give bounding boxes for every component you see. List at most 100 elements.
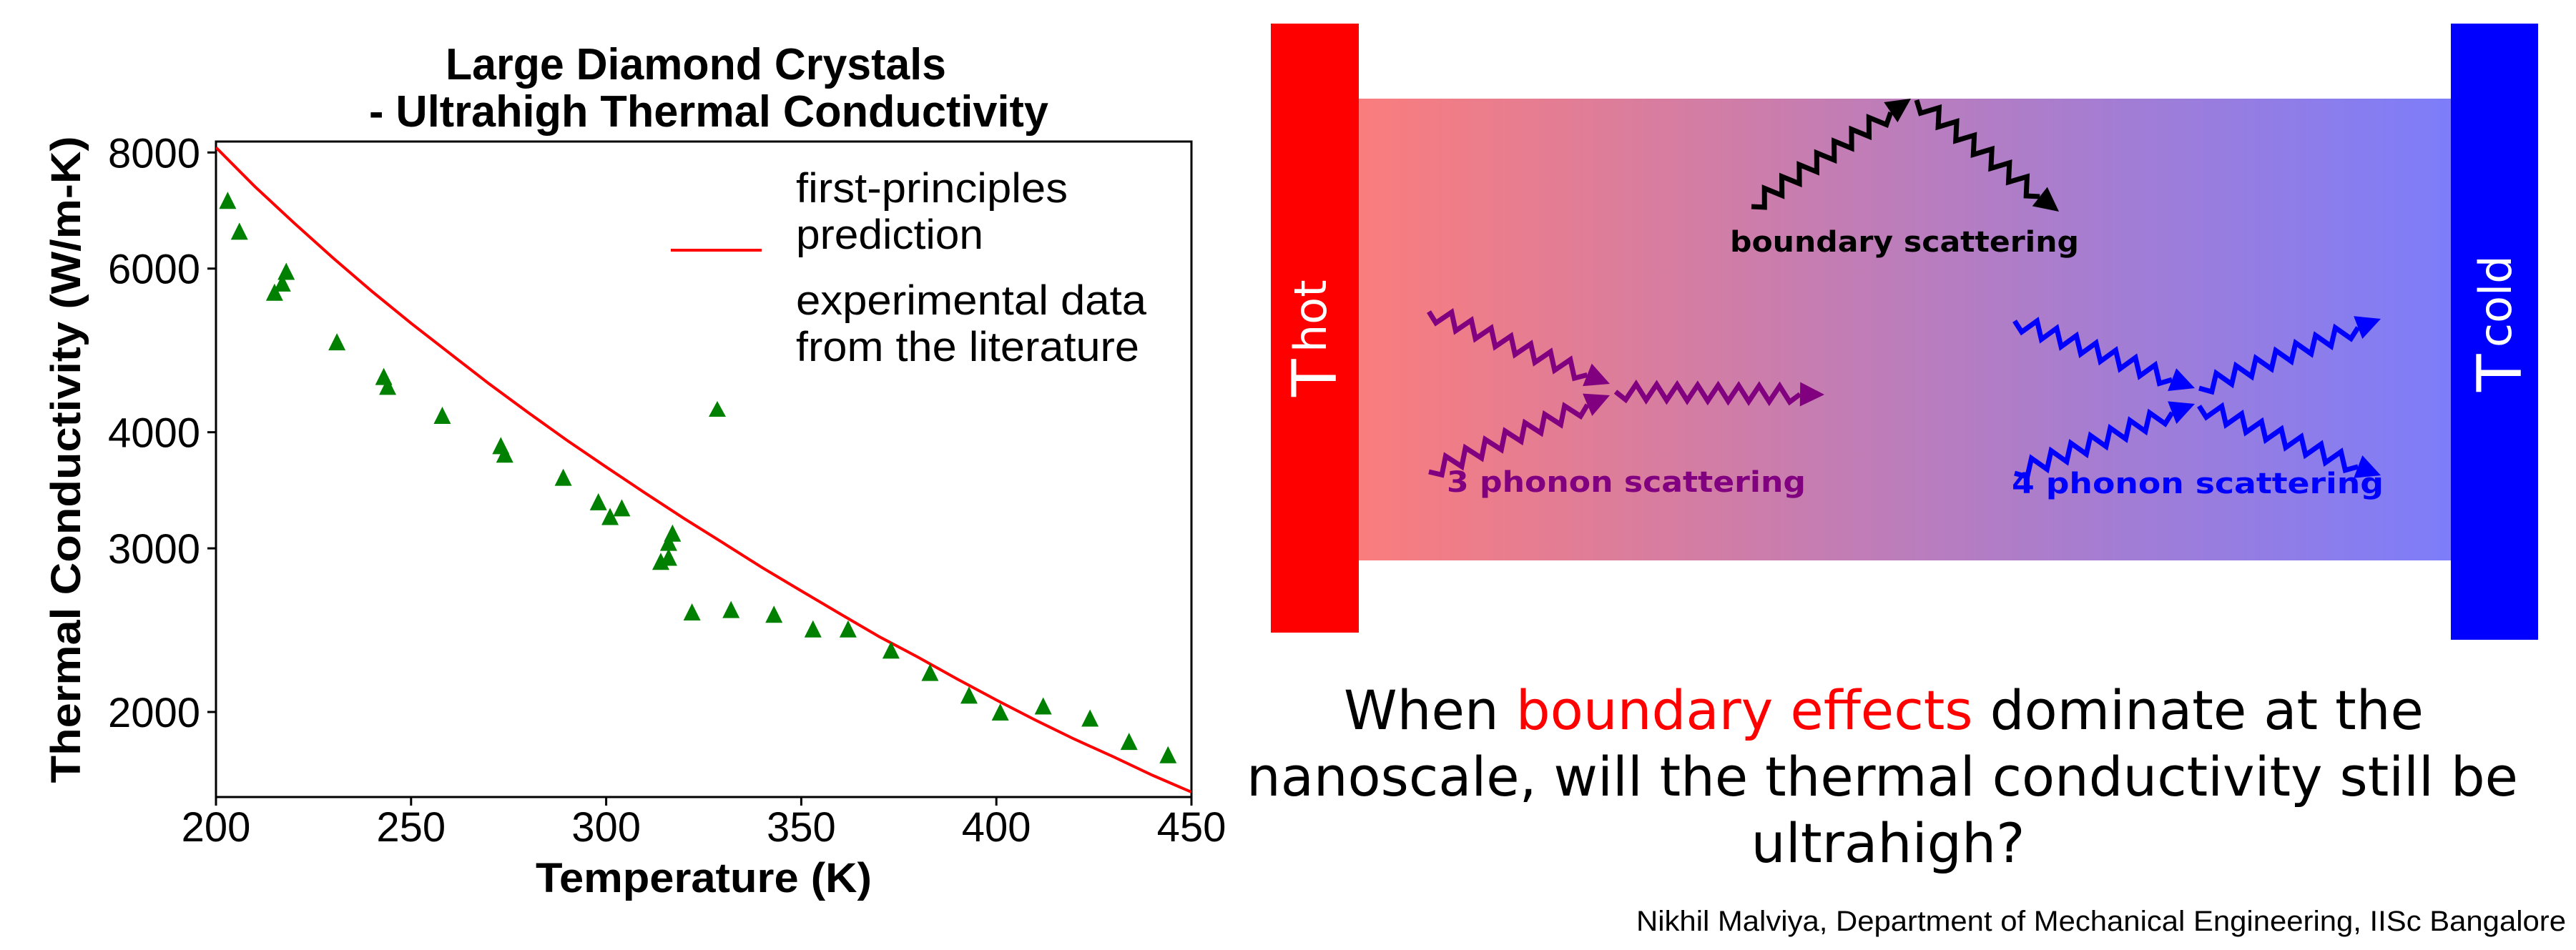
data-point: [1159, 746, 1177, 763]
four-phonon-incoming-upper-zigzag: [2012, 317, 2173, 387]
data-point: [882, 641, 900, 659]
legend-label-experimental-2: from the literature: [796, 324, 1139, 370]
question-line-1: When boundary effects dominate at the: [1344, 678, 2424, 742]
three-phonon-outgoing-arrowhead-icon: [1799, 382, 1824, 407]
data-point: [722, 600, 740, 618]
boundary-reflected-phonon: [1914, 99, 2059, 212]
four-phonon-incoming-lower-zigzag: [2014, 408, 2175, 480]
cold-label-t: T: [2464, 354, 2536, 392]
hot-reservoir: [1271, 24, 1359, 633]
legend: first-principles prediction experimental…: [671, 165, 1147, 417]
chart-title-line1: Large Diamond Crystals: [446, 40, 946, 89]
three-phonon-incoming-upper-arrowhead-icon: [1583, 363, 1610, 387]
cold-reservoir: [2451, 24, 2538, 640]
legend-triangle-swatch: [709, 401, 726, 417]
data-point: [601, 508, 619, 525]
question-highlight-ultrahigh: ultrahigh?: [1751, 811, 2025, 875]
data-point: [664, 524, 682, 542]
y-axis-label: Thermal Conductivity (W/m-K): [43, 136, 89, 783]
data-point: [960, 686, 978, 704]
hot-label-sub: hot: [1284, 279, 1337, 352]
data-point: [613, 499, 631, 517]
legend-label-experimental-1: experimental data: [796, 277, 1147, 324]
data-point: [219, 192, 237, 209]
data-point: [379, 377, 397, 395]
data-point: [804, 620, 822, 638]
three-phonon-incoming-lower-zigzag: [1428, 402, 1590, 478]
four-phonon-outgoing-upper: [2198, 316, 2381, 395]
boundary-incoming-phonon: [1751, 99, 1911, 210]
legend-label-prediction-2: prediction: [796, 212, 983, 258]
prediction-line: [216, 146, 1191, 793]
question-line-2: nanoscale, will the thermal conductivity…: [1247, 745, 2518, 808]
four-phonon-incoming-lower-arrowhead-icon: [2168, 401, 2195, 425]
question-line-1-end: dominate at the: [1973, 678, 2424, 742]
data-point: [554, 468, 572, 486]
four-phonon-outgoing-lower-zigzag: [2197, 402, 2359, 474]
question-text: When boundary effects dominate at the na…: [1247, 678, 2518, 875]
three-phonon-scattering-label: 3 phonon scattering: [1447, 466, 1806, 499]
hot-label-t: T: [1279, 359, 1351, 397]
three-phonon-incoming-lower: [1428, 393, 1610, 478]
data-point: [1081, 709, 1099, 727]
experimental-points: [219, 192, 1177, 763]
data-point: [589, 493, 607, 510]
data-point: [230, 222, 248, 240]
data-point: [433, 407, 451, 425]
four-phonon-incoming-upper: [2012, 317, 2195, 392]
x-axis: 200 250 300 350 400 450: [182, 797, 1226, 851]
three-phonon-outgoing-zigzag: [1613, 379, 1802, 407]
legend-label-prediction-1: first-principles: [796, 165, 1068, 212]
y-tick-label: 2000: [108, 690, 200, 736]
question-line-1-start: When: [1344, 678, 1516, 742]
three-phonon-incoming-upper-zigzag: [1427, 307, 1588, 382]
boundary-scattering-label: boundary scattering: [1730, 226, 2079, 259]
y-tick-label: 4000: [108, 410, 200, 457]
data-point: [265, 283, 283, 301]
phonon-diagram: T hot T cold boundary scattering 3 phono…: [1271, 24, 2538, 640]
four-phonon-incoming-lower: [2014, 401, 2195, 480]
three-phonon-outgoing: [1613, 379, 1824, 407]
boundary-incoming-phonon-zigzag: [1751, 111, 1894, 210]
phonon-waves: [1427, 99, 2381, 480]
four-phonon-outgoing-upper-arrowhead-icon: [2354, 316, 2381, 340]
chart: Large Diamond Crystals - Ultrahigh Therm…: [43, 40, 1226, 901]
data-point: [273, 274, 291, 292]
four-phonon-scattering-label: 4 phonon scattering: [2012, 467, 2384, 500]
data-point: [765, 605, 783, 623]
x-tick-label: 350: [767, 804, 836, 851]
data-point: [277, 262, 295, 280]
four-phonon-outgoing-lower: [2197, 402, 2381, 478]
four-phonon-incoming-upper-arrowhead-icon: [2168, 368, 2195, 392]
x-tick-label: 250: [376, 804, 446, 851]
x-tick-label: 400: [962, 804, 1031, 851]
y-tick-label: 3000: [108, 526, 200, 573]
plot-frame: [215, 140, 1193, 798]
data-point: [496, 445, 513, 463]
x-tick-label: 450: [1157, 804, 1226, 851]
hot-label: T hot: [1279, 279, 1351, 397]
data-point: [839, 620, 857, 638]
data-point: [921, 663, 939, 681]
three-phonon-incoming-lower-arrowhead-icon: [1583, 393, 1610, 416]
chart-title-line2: - Ultrahigh Thermal Conductivity: [369, 87, 1049, 137]
cold-label: T cold: [2464, 255, 2536, 392]
data-point: [659, 533, 677, 551]
x-axis-label: Temperature (K): [536, 855, 872, 901]
x-tick-label: 200: [182, 804, 251, 851]
y-axis: 2000 3000 4000 6000 8000: [108, 130, 216, 736]
cold-label-sub: cold: [2469, 255, 2522, 347]
data-point: [1034, 697, 1052, 715]
data-point: [683, 603, 701, 620]
data-point: [991, 703, 1009, 721]
four-phonon-outgoing-lower-arrowhead-icon: [2354, 455, 2381, 478]
y-tick-label: 6000: [108, 247, 200, 293]
four-phonon-outgoing-upper-zigzag: [2198, 323, 2361, 395]
data-point: [328, 333, 346, 351]
y-tick-label: 8000: [108, 130, 200, 177]
question-highlight-boundary-effects: boundary effects: [1516, 678, 1973, 742]
data-point: [659, 548, 677, 566]
author-credit: Nikhil Malviya, Department of Mechanical…: [1636, 906, 2566, 937]
x-tick-label: 300: [571, 804, 641, 851]
